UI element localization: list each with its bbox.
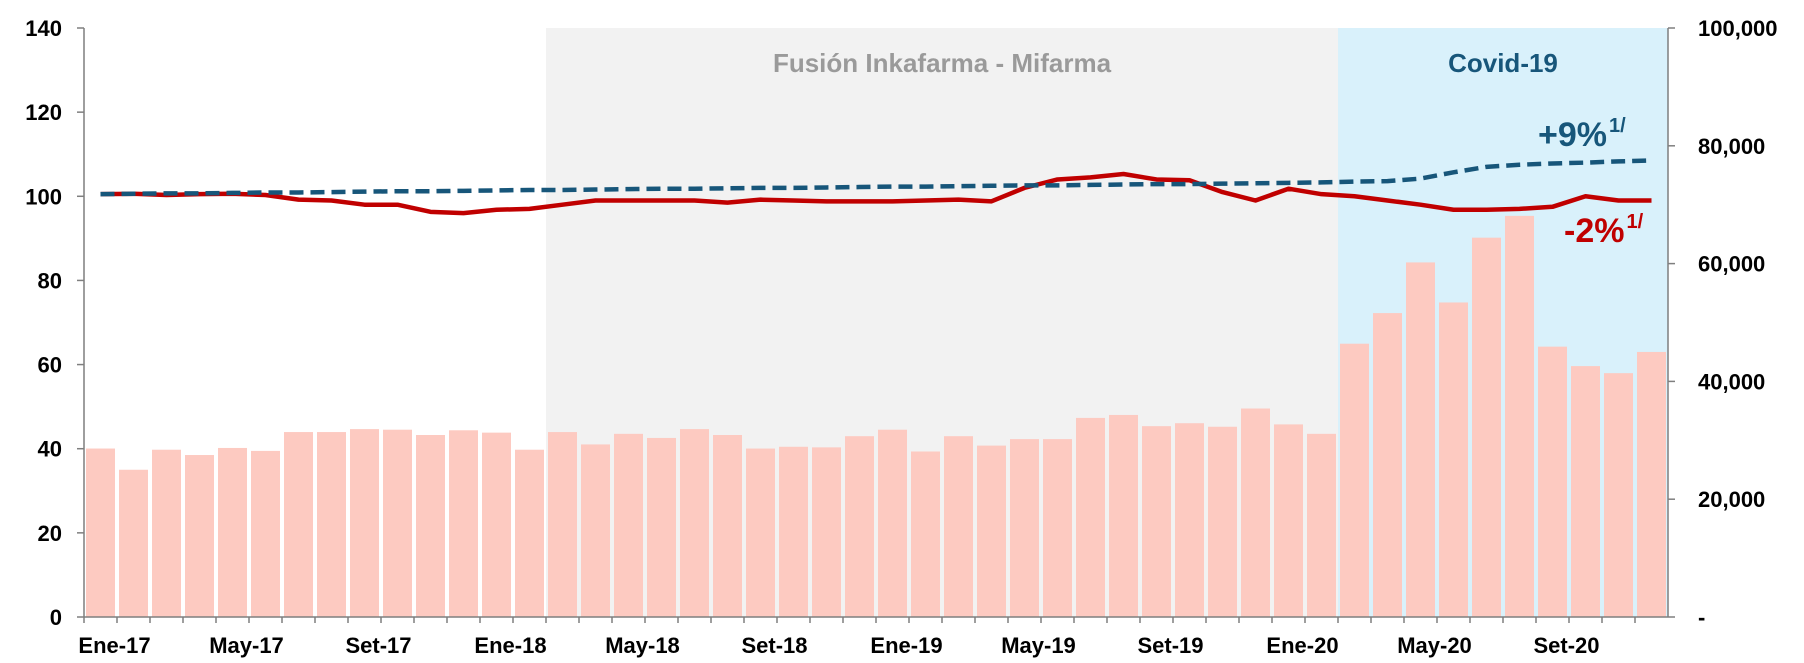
y2-tick-label: - <box>1698 605 1705 630</box>
bar <box>1340 343 1369 617</box>
bar <box>1175 423 1204 617</box>
bar <box>1109 414 1138 617</box>
bar <box>119 469 148 617</box>
x-tick-label: Set-19 <box>1137 633 1203 658</box>
bar <box>1010 439 1039 617</box>
y2-tick-label: 100,000 <box>1698 16 1778 41</box>
bar <box>1241 408 1270 617</box>
bar <box>317 432 346 617</box>
bar <box>383 429 412 617</box>
y-tick-label: 0 <box>50 605 62 630</box>
bar <box>581 444 610 617</box>
y-tick-label: 40 <box>38 437 62 462</box>
bar <box>1043 439 1072 617</box>
x-tick-label: May-18 <box>605 633 680 658</box>
y-tick-label: 20 <box>38 521 62 546</box>
annotation-sup: 1/ <box>1626 211 1643 233</box>
bar <box>350 429 379 617</box>
y2-tick-label: 60,000 <box>1698 252 1765 277</box>
bar <box>449 430 478 617</box>
bar <box>185 455 214 617</box>
bar <box>1208 426 1237 617</box>
bar <box>1637 351 1666 617</box>
x-tick-label: May-17 <box>209 633 284 658</box>
bar <box>647 437 676 617</box>
line <box>100 171 1652 216</box>
bar <box>1505 215 1534 618</box>
x-tick-label: Set-18 <box>741 633 807 658</box>
x-tick-label: May-19 <box>1001 633 1076 658</box>
y-tick-label: 100 <box>25 184 62 209</box>
bar <box>977 445 1006 617</box>
bar <box>845 436 874 617</box>
annotation: +9% <box>1538 116 1607 154</box>
bar <box>515 449 544 617</box>
bar <box>746 448 775 617</box>
x-tick-label: Ene-20 <box>1266 633 1338 658</box>
region-label: Covid-19 <box>1448 48 1558 78</box>
bar <box>1571 366 1600 617</box>
y2-tick-label: 20,000 <box>1698 487 1765 512</box>
annotation-sup: 1/ <box>1609 115 1626 137</box>
x-tick-label: Set-17 <box>345 633 411 658</box>
bar <box>1538 346 1567 617</box>
bar <box>680 429 709 617</box>
bar <box>152 449 181 617</box>
bar <box>878 429 907 617</box>
bar <box>1142 426 1171 617</box>
y-tick-label: 140 <box>25 16 62 41</box>
bar <box>482 432 511 617</box>
bar <box>1472 237 1501 617</box>
bar <box>1406 262 1435 617</box>
x-tick-label: Ene-19 <box>870 633 942 658</box>
y-tick-label: 120 <box>25 100 62 125</box>
bar <box>1307 433 1336 617</box>
bar <box>911 451 940 617</box>
y-tick-label: 60 <box>38 353 62 378</box>
bar <box>86 448 115 617</box>
x-tick-label: Ene-17 <box>78 633 150 658</box>
bar <box>713 434 742 617</box>
bar <box>812 447 841 617</box>
x-tick-label: Set-20 <box>1533 633 1599 658</box>
y-tick-label: 80 <box>38 268 62 293</box>
bar <box>548 432 577 617</box>
region-label: Fusión Inkafarma - Mifarma <box>773 48 1112 78</box>
bar <box>1373 313 1402 617</box>
bar <box>779 446 808 617</box>
annotation: -2% <box>1564 212 1624 250</box>
y2-tick-label: 40,000 <box>1698 369 1765 394</box>
bar <box>1076 417 1105 617</box>
bar <box>251 450 280 617</box>
region <box>546 28 1338 617</box>
bar <box>218 447 247 617</box>
y2-tick-label: 80,000 <box>1698 134 1765 159</box>
bar <box>416 434 445 617</box>
x-tick-label: Ene-18 <box>474 633 546 658</box>
bar <box>614 433 643 617</box>
bar <box>1274 424 1303 617</box>
bar <box>1439 302 1468 617</box>
bar <box>284 432 313 617</box>
bar <box>944 436 973 617</box>
line <box>100 158 1652 197</box>
x-tick-label: May-20 <box>1397 633 1472 658</box>
bar <box>1604 373 1633 617</box>
